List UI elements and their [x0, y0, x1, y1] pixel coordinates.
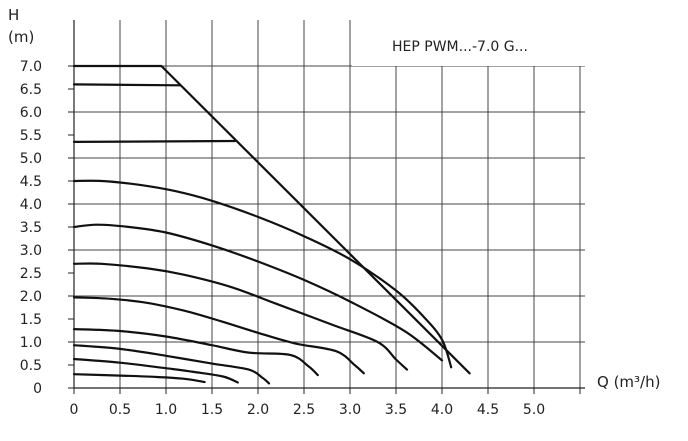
pump-curve-11	[72, 373, 206, 384]
x-tick-label: 4.0	[431, 402, 453, 418]
x-axis-label: Q (m³/h)	[597, 373, 660, 391]
pump-curve-10	[72, 357, 239, 384]
pump-curve-6	[72, 262, 409, 371]
y-tick-label: 2.0	[20, 289, 42, 305]
x-tick-label: 1.0	[155, 402, 177, 418]
pump-curve-3	[72, 139, 237, 143]
y-axis-unit: (m)	[8, 28, 34, 46]
y-tick-label: 6.5	[20, 82, 42, 98]
x-tick-label: 5.0	[523, 402, 545, 418]
x-tick-label: 1.5	[201, 402, 223, 418]
model-label: HEP PWM...-7.0 G...	[392, 39, 528, 55]
chart-grid	[68, 20, 585, 394]
x-tick-label: 3.0	[339, 402, 361, 418]
y-tick-label: 0	[33, 381, 42, 397]
y-tick-label: 3.0	[20, 243, 42, 259]
y-tick-label: 3.5	[20, 220, 42, 236]
y-tick-label: 2.5	[20, 266, 42, 282]
pump-curve-7	[72, 296, 365, 375]
pump-curve-4	[72, 179, 453, 369]
x-tick-label: 2.5	[293, 402, 315, 418]
y-tick-label: 5.5	[20, 128, 42, 144]
x-tick-label: 0	[70, 402, 79, 418]
y-tick-labels: 0 0.5 1.0 1.5 2.0 2.5 3.0 3.5 4.0 4.5 5.0 5.5 6.0 6.5…	[20, 59, 42, 397]
x-tick-label: 0.5	[109, 402, 131, 418]
y-tick-label: 6.0	[20, 105, 42, 121]
pump-curve-2	[72, 83, 181, 87]
pump-curve-9	[72, 344, 271, 385]
x-tick-label: 3.5	[385, 402, 407, 418]
x-tick-label: 2.0	[247, 402, 269, 418]
pump-curves	[72, 64, 471, 385]
x-tick-labels: 0 0.5 1.0 1.5 2.0 2.5 3.0 3.5 4.0 4.5 5.0	[70, 402, 546, 418]
y-tick-label: 1.5	[20, 312, 42, 328]
y-tick-label: 4.5	[20, 174, 42, 190]
y-tick-label: 1.0	[20, 335, 42, 351]
y-tick-label: 0.5	[20, 358, 42, 374]
x-tick-label: 4.5	[477, 402, 499, 418]
y-tick-label: 5.0	[20, 151, 42, 167]
pump-curve-5	[72, 223, 444, 362]
y-tick-label: 7.0	[20, 59, 42, 75]
pump-curve-8	[72, 328, 319, 377]
y-tick-label: 4.0	[20, 197, 42, 213]
y-axis-label: H	[8, 6, 19, 24]
model-label-box	[352, 20, 585, 66]
